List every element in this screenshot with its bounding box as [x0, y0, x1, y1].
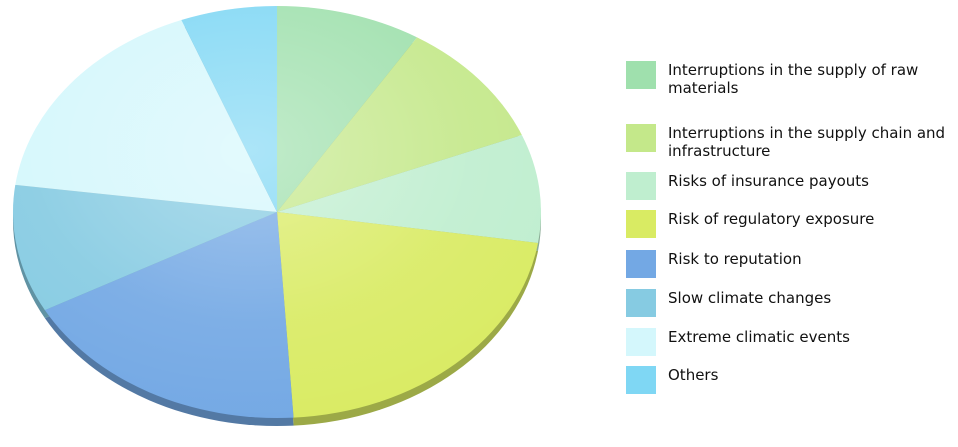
- pie-gloss-layer: [13, 6, 541, 418]
- pie-gloss-highlight: [13, 6, 541, 418]
